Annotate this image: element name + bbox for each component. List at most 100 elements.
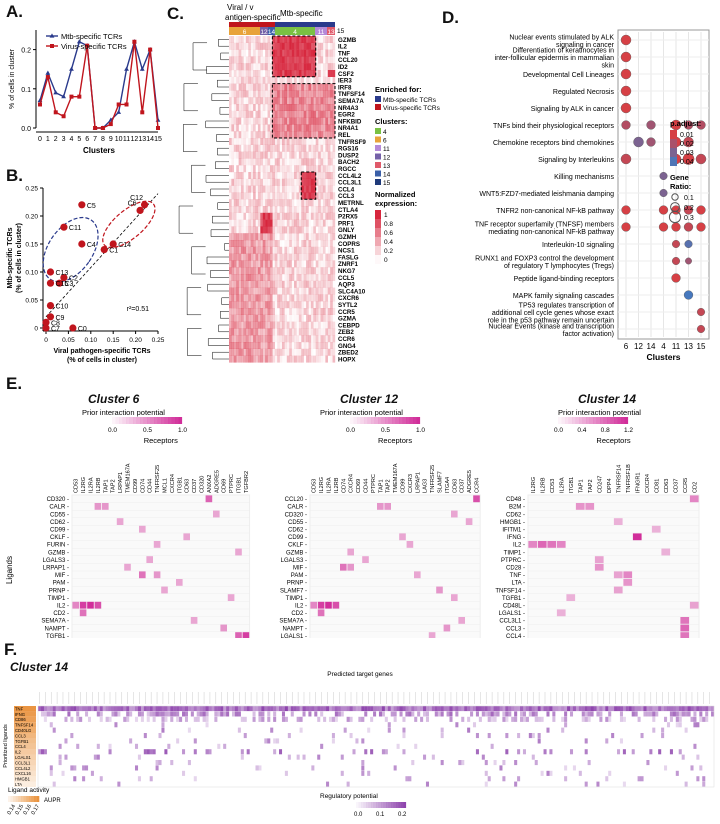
heat-cell: [272, 226, 275, 234]
heat-cell: [250, 63, 254, 71]
regulatory-cell: [658, 706, 662, 712]
heat-cell: [241, 328, 244, 336]
heat-cell: [322, 314, 326, 322]
legend-label: 15: [383, 180, 391, 187]
grid-background: [309, 494, 481, 638]
legend-marker: [50, 44, 54, 48]
regulatory-cell: [437, 706, 441, 712]
heat-cell: [310, 321, 314, 329]
heat-cell: [310, 56, 314, 64]
regulatory-cell: [619, 711, 623, 717]
heat-cell: [265, 178, 268, 186]
heat-cell: [267, 178, 271, 186]
heat-cell: [233, 212, 237, 220]
heat-cell: [236, 267, 239, 275]
heat-cell: [294, 355, 297, 363]
heat-cell: [229, 260, 232, 268]
heat-cell: [310, 308, 314, 315]
receptor-label: LRPAP1: [118, 472, 124, 493]
dendrogram-branch: [217, 79, 229, 88]
heat-cell: [282, 321, 285, 329]
legend-swatch: [375, 96, 381, 102]
heat-cell: [245, 260, 249, 268]
regulatory-cell: [134, 716, 139, 722]
heat-cell: [279, 226, 283, 234]
y-tick-label: 0.20: [25, 214, 38, 221]
heat-cell: [330, 342, 333, 349]
heat-cell: [257, 267, 261, 275]
regulatory-cell: [549, 770, 553, 776]
heat-cell: [245, 233, 249, 241]
heat-cell: [238, 287, 242, 295]
heat-cell: [274, 131, 278, 139]
pathway-label: Regulated Necrosis: [553, 89, 615, 96]
heat-cell: [294, 117, 297, 125]
legend-gradient: [385, 417, 389, 424]
regulatory-cell: [308, 706, 312, 712]
heat-cell: [272, 260, 275, 267]
heat-cell: [265, 117, 268, 125]
heat-cell: [332, 212, 336, 220]
heat-cell: [298, 138, 302, 145]
heat-cell: [315, 199, 319, 207]
heat-cell: [303, 36, 307, 43]
heat-cell: [332, 192, 336, 200]
heat-cell: [248, 226, 251, 234]
regulatory-cell: [472, 722, 477, 728]
regulatory-cell: [666, 722, 671, 728]
heat-cell: [327, 301, 331, 309]
heat-cell: [236, 36, 239, 43]
heat-cell: [238, 117, 242, 125]
heat-cell: [315, 328, 319, 336]
scatter-point: [109, 240, 117, 248]
regulatory-cell: [149, 776, 153, 782]
heat-cell: [236, 42, 239, 50]
legend-tick: 0.5: [143, 427, 152, 434]
panel-letter-a: A.: [6, 2, 23, 21]
heat-cell: [243, 42, 247, 50]
regulatory-cell: [361, 765, 365, 771]
legend-gradient: [178, 417, 183, 424]
heat-cell: [332, 144, 336, 152]
heat-cell: [231, 70, 234, 77]
regulatory-cell: [699, 765, 703, 771]
regulatory-cell: [584, 716, 588, 722]
heat-cell: [332, 206, 336, 213]
regulatory-cell: [146, 711, 150, 717]
heat-cell: [238, 185, 242, 193]
heat-cell: [243, 49, 247, 57]
regulatory-cell: [334, 716, 338, 722]
receptor-label: CD37: [460, 479, 466, 493]
regulatory-cell: [237, 727, 241, 733]
regulatory-cell: [687, 711, 691, 717]
regulatory-cell: [205, 716, 209, 722]
legend-padj-title: p.adjust:: [670, 119, 701, 128]
regulatory-cell: [696, 706, 700, 712]
heat-cell: [257, 63, 261, 71]
virus-point: [69, 94, 74, 99]
heat-cell: [284, 104, 288, 111]
interaction-cell: [124, 563, 131, 571]
heat-cell: [229, 83, 232, 91]
heat-cell: [231, 76, 235, 84]
virus-point: [100, 126, 105, 130]
heat-cell: [269, 131, 273, 139]
heat-cell: [330, 226, 333, 234]
heat-cell: [318, 192, 321, 200]
y-axis-label: % of cells in cluster: [9, 48, 16, 109]
regulatory-cell: [176, 738, 180, 744]
heat-cell: [284, 131, 288, 139]
regulatory-cell: [167, 706, 171, 712]
heat-cell: [332, 158, 336, 166]
receptor-label: CD63: [185, 479, 191, 493]
heat-cell: [310, 36, 314, 43]
heat-cell: [245, 83, 249, 91]
heat-cell: [296, 226, 300, 234]
heat-cell: [241, 151, 244, 159]
heat-cell: [253, 124, 256, 132]
regulatory-cell: [543, 706, 547, 712]
heat-cell: [289, 83, 292, 91]
regulatory-cell: [134, 743, 139, 749]
regulatory-cell: [240, 749, 244, 755]
heat-cell: [315, 144, 319, 152]
